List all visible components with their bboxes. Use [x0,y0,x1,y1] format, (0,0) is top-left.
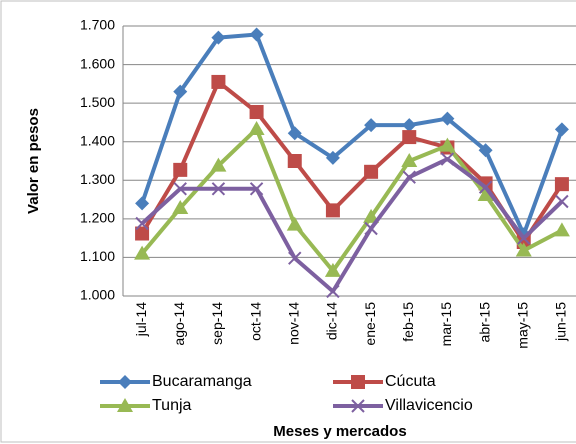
y-tick-label: 1.000 [80,287,115,303]
marker [351,399,365,413]
marker [324,262,341,277]
x-tick-label: jun-15 [553,302,569,342]
y-tick-label: 1.300 [80,171,115,187]
x-axis-title: Meses y mercados [273,423,406,440]
marker [402,118,417,133]
series-line [140,126,563,273]
marker [440,111,455,126]
y-tick-label: 1.700 [80,17,115,33]
y-tick-label: 1.400 [80,132,115,148]
legend-label: Tunja [152,397,192,414]
x-tick-label: sep-14 [209,302,225,345]
x-tick-label: abr-15 [476,302,492,343]
marker [211,30,226,45]
x-tick-label: ene-15 [362,302,378,346]
legend-label: Cúcuta [385,373,436,390]
marker [135,196,150,211]
x-tick-label: oct-14 [247,302,263,341]
series-line [140,32,564,237]
marker [287,126,302,141]
x-tick-label: nov-14 [285,302,301,345]
marker [364,164,379,179]
marker [325,150,340,165]
y-tick-label: 1.200 [80,210,115,226]
marker [173,84,188,99]
y-tick-label: 1.600 [80,55,115,71]
x-tick-label: feb-15 [400,302,416,342]
marker [248,120,265,135]
marker [173,162,188,177]
y-axis-title: Valor en pesos [25,108,42,214]
marker [249,182,264,196]
marker [249,105,264,120]
series-line [140,79,564,244]
marker [401,153,418,167]
marker [553,222,570,237]
marker [211,182,226,196]
marker [117,398,133,412]
marker [517,231,531,245]
legend-label: Villavicencio [385,397,473,414]
marker [555,194,569,209]
marker [173,182,187,196]
marker [478,180,493,194]
marker [118,375,132,389]
x-tick-label: dic-14 [324,302,340,340]
y-tick-label: 1.100 [80,248,115,264]
marker [249,27,264,42]
marker [364,118,379,133]
marker [286,216,303,231]
series-line [140,157,564,294]
marker [515,242,532,257]
marker [440,152,455,166]
marker [402,130,417,145]
marker [172,200,189,215]
marker [363,208,380,223]
marker [554,122,569,137]
x-tick-label: jul-14 [133,302,149,337]
x-tick-label: ago-14 [171,302,187,346]
marker [326,284,340,299]
marker [134,245,151,260]
x-tick-label: mar-15 [438,302,454,347]
marker [554,177,569,192]
marker [288,251,302,265]
marker [135,226,150,241]
x-tick-label: may-15 [514,302,530,349]
y-tick-label: 1.500 [80,94,115,110]
marker [477,186,494,201]
marker [211,74,226,89]
marker [478,143,493,158]
marker [351,375,365,389]
marker [287,154,302,168]
marker [210,157,227,172]
marker [402,170,416,184]
marker [325,203,340,218]
marker [135,216,149,231]
legend-label: Bucaramanga [152,373,252,390]
marker [364,221,378,236]
marker [439,137,456,152]
